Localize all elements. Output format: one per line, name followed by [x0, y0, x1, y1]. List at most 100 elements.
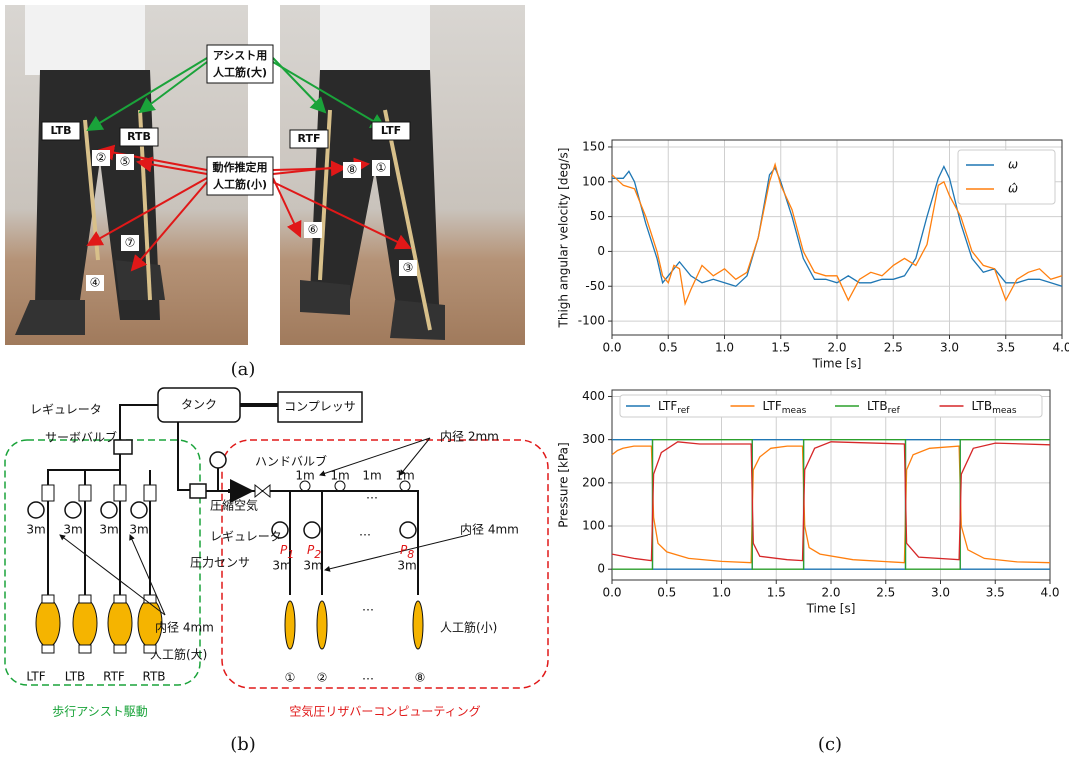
assist-name: RTB	[142, 670, 165, 684]
regulator-label: レギュレータ	[210, 530, 282, 544]
callout: 人工筋(小)	[213, 177, 267, 191]
x-tick-label: 0.0	[602, 341, 621, 355]
legend-subscript: meas	[992, 406, 1017, 416]
number: ⑦	[125, 236, 136, 250]
x-tick-label: 4.0	[1052, 341, 1069, 355]
tank-label: タンク	[181, 398, 217, 412]
y-tick-label: 200	[582, 475, 605, 489]
number: ④	[90, 276, 101, 290]
x-axis-label: Time [s]	[812, 357, 862, 371]
muscle-number: ②	[317, 671, 328, 685]
muscle-label: 人工筋(大)	[150, 647, 207, 662]
ellipsis: …	[366, 488, 378, 502]
y-tick-label: 0	[597, 244, 605, 258]
muscle-tag: RTB	[127, 130, 151, 143]
ellipsis: …	[362, 669, 374, 683]
y-axis-label: Pressure [kPa]	[557, 442, 571, 527]
number: ②	[96, 151, 107, 165]
x-tick-label: 1.5	[767, 586, 786, 600]
y-tick-label: -100	[578, 314, 605, 328]
diameter-label: 内径 2mm	[440, 430, 499, 444]
muscle-number: ⑧	[415, 671, 426, 685]
x-tick-label: 3.5	[986, 586, 1005, 600]
x-tick-label: 2.5	[876, 586, 895, 600]
x-tick-label: 0.5	[657, 586, 676, 600]
callout: アシスト用	[213, 49, 268, 62]
x-tick-label: 1.5	[771, 341, 790, 355]
sensor-index: 1	[287, 548, 294, 561]
muscle-tag: RTF	[298, 132, 321, 145]
number: ⑤	[120, 155, 131, 169]
diagram-labels: タンク コンプレッサ レギュレータ サーボバルブ ハンドバルブ 圧縮空気 レギュ…	[26, 398, 519, 719]
length-label: 3m	[129, 523, 148, 537]
x-tick-label: 0.5	[659, 341, 678, 355]
compressor-label: コンプレッサ	[284, 400, 356, 414]
ellipsis: …	[359, 525, 371, 539]
group-label: 歩行アシスト駆動	[52, 704, 148, 719]
x-tick-label: 3.0	[931, 586, 950, 600]
callout: 動作推定用	[213, 160, 268, 174]
y-tick-label: 100	[582, 174, 605, 188]
assist-name: LTF	[26, 670, 45, 684]
x-tick-label: 1.0	[715, 341, 734, 355]
panel-caption: (c)	[818, 734, 842, 755]
legend-subscript: ref	[888, 406, 901, 416]
number: ⑥	[308, 223, 319, 237]
x-tick-label: 1.0	[712, 586, 731, 600]
servo-label: サーボバルブ	[45, 430, 117, 445]
ellipsis: …	[362, 600, 374, 614]
photo-right	[280, 5, 525, 345]
y-tick-label: 300	[582, 432, 605, 446]
panel-caption: (b)	[230, 734, 256, 755]
assist-name: RTF	[103, 670, 125, 684]
assist-name: LTB	[65, 670, 86, 684]
compressed-air-label: 圧縮空気	[210, 498, 258, 513]
pressure-sensor-label: 圧力センサ	[190, 556, 250, 570]
group-label: 空気圧リザバーコンピューティング	[289, 704, 480, 719]
legend-label: ω̂	[1008, 182, 1018, 196]
length-label: 3m	[63, 523, 82, 537]
x-tick-label: 3.5	[996, 341, 1015, 355]
diameter-label: 内径 4mm	[460, 523, 519, 537]
hand-valve-label: ハンドバルブ	[255, 454, 327, 469]
sensor-index: 8	[407, 548, 414, 561]
muscle-tag: LTF	[381, 124, 401, 137]
y-tick-label: 50	[590, 209, 605, 223]
muscle-number: ①	[285, 671, 296, 685]
y-axis-label: Thigh angular velocity [deg/s]	[557, 148, 571, 329]
regulator-label: レギュレータ	[30, 403, 102, 417]
length-label: 1m	[395, 469, 414, 483]
figure: アシスト用 人工筋(大) 動作推定用 人工筋(小) LTB RTB RTF LT…	[0, 0, 1069, 763]
legend-box	[958, 150, 1055, 204]
x-tick-label: 0.0	[602, 586, 621, 600]
x-tick-label: 2.0	[827, 341, 846, 355]
panel-caption: (a)	[231, 359, 256, 380]
y-tick-label: 400	[582, 389, 605, 403]
length-label: 1m	[362, 469, 381, 483]
length-label: 1m	[295, 469, 314, 483]
y-tick-label: 0	[597, 562, 605, 576]
length-label: 3m	[26, 523, 45, 537]
length-label: 1m	[330, 469, 349, 483]
callout: 人工筋(大)	[213, 65, 267, 79]
legend-subscript: ref	[677, 406, 690, 416]
number: ①	[376, 161, 387, 175]
legend-name: LTB	[972, 399, 993, 413]
x-tick-label: 2.5	[884, 341, 903, 355]
number: ⑧	[347, 163, 358, 177]
x-tick-label: 4.0	[1040, 586, 1059, 600]
muscle-label: 人工筋(小)	[440, 620, 497, 635]
y-tick-label: -50	[585, 279, 605, 293]
legend-subscript: meas	[782, 406, 807, 416]
muscle-tag: LTB	[50, 124, 71, 137]
y-tick-label: 150	[582, 139, 605, 153]
x-tick-label: 2.0	[821, 586, 840, 600]
sensor-index: 2	[314, 548, 321, 561]
legend-name: LTB	[867, 399, 888, 413]
x-axis-label: Time [s]	[806, 602, 856, 616]
number: ③	[403, 261, 414, 275]
legend-name: LTF	[658, 399, 677, 413]
x-tick-label: 3.0	[940, 341, 959, 355]
diameter-label: 内径 4mm	[155, 621, 214, 635]
legend-name: LTF	[763, 399, 782, 413]
